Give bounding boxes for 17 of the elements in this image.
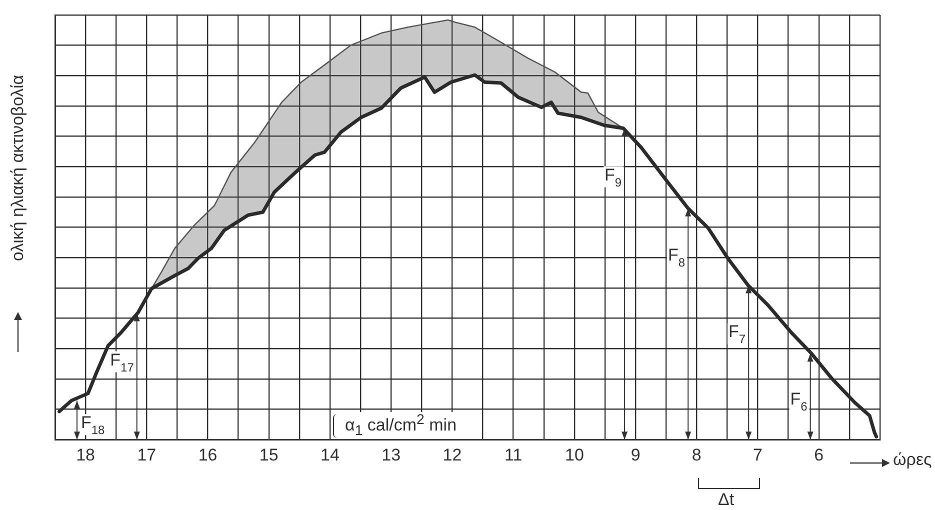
x-tick-label: 7 [753,445,763,464]
x-tick-label: 10 [564,445,584,464]
x-tick-label: 18 [76,445,96,464]
x-tick-label: 8 [692,445,702,464]
x-tick-label: 11 [504,445,522,464]
x-tick-label: 9 [630,445,640,464]
text: Δt [718,490,734,510]
x-tick-label: 13 [382,445,401,464]
x-tick-label: 17 [137,445,156,464]
x-tick-label: 15 [259,445,278,464]
x-tick-label: 16 [198,445,218,464]
x-tick-label: 14 [320,445,340,464]
x-tick-label: 6 [814,445,824,464]
y-axis-title: ολική ηλιακή ακτινοβολία [8,74,28,261]
annotation: α$_{1}$ cal/cm$^{2}$ min [342,412,460,439]
x-tick-label: 12 [442,445,462,464]
x-axis-title: ώρες [893,450,932,470]
